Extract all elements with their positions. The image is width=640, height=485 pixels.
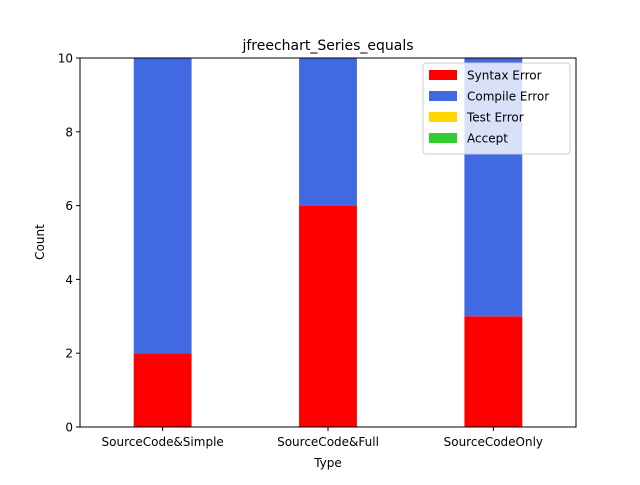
x-axis-label: Type [313, 456, 342, 470]
y-tick-label: 0 [65, 421, 73, 435]
bar-compile-error-1 [299, 58, 357, 206]
x-tick-label: SourceCode&Simple [102, 435, 224, 449]
bar-syntax-error-0 [133, 353, 192, 427]
bar-syntax-error-2 [464, 316, 523, 427]
legend-label-compile-error: Compile Error [467, 90, 549, 104]
legend-swatch-test-error [429, 112, 457, 122]
axes-layer: 0 2 4 6 8 10 SourceCode&Simple SourceCode&Full S… [58, 52, 577, 449]
legend-swatch-syntax-error [429, 70, 457, 80]
y-tick-label: 8 [65, 125, 73, 139]
legend-label-accept: Accept [467, 132, 508, 146]
legend-swatch-accept [429, 133, 457, 143]
y-tick-label: 10 [58, 52, 73, 66]
bar-compile-error-0 [133, 58, 192, 354]
y-tick-label: 2 [65, 347, 73, 361]
y-axis-label: Count [33, 224, 47, 260]
x-tick-label: SourceCodeOnly [444, 435, 543, 449]
legend-swatch-compile-error [429, 91, 457, 101]
x-tick-label: SourceCode&Full [277, 435, 379, 449]
chart-title: jfreechart_Series_equals [241, 38, 413, 54]
legend-label-test-error: Test Error [466, 111, 524, 125]
y-tick-label: 4 [65, 273, 73, 287]
y-tick-label: 6 [65, 199, 73, 213]
legend: Syntax Error Compile Error Test Error Accep… [422, 62, 571, 155]
bar-syntax-error-1 [299, 205, 357, 427]
legend-label-syntax-error: Syntax Error [467, 69, 542, 83]
legend-box [422, 62, 571, 155]
